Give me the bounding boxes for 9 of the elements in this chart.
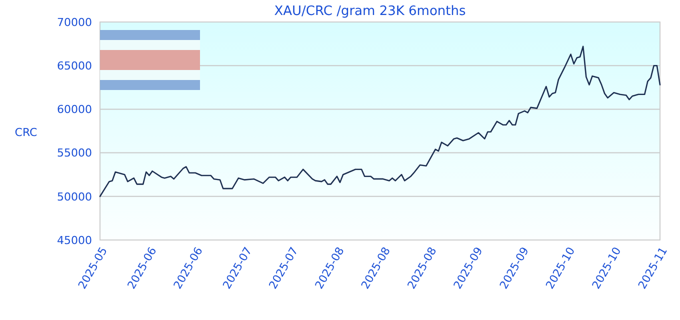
y-tick-label: 45000: [57, 234, 92, 247]
y-axis-title: CRC: [14, 126, 38, 139]
y-tick-label: 60000: [57, 103, 92, 116]
line-series: [99, 46, 661, 198]
y-tick-label: 70000: [57, 16, 92, 29]
y-tick-label: 50000: [57, 190, 92, 204]
y-tick-label: 65000: [57, 59, 92, 72]
chart-title: XAU/CRC /gram 23K 6months: [274, 4, 466, 19]
y-tick-label: 55000: [57, 146, 92, 160]
